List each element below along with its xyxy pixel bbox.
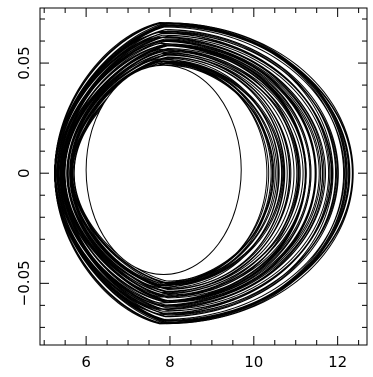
x-tick-label: 6 (81, 353, 91, 371)
orbit-loop (54, 22, 353, 324)
y-ticks: 0.05 0 −0.05 (15, 18, 367, 328)
y-tick-label: −0.05 (15, 260, 33, 306)
x-tick-label: 8 (165, 353, 175, 371)
orbit-loop (62, 49, 306, 298)
orbit-loop (57, 29, 337, 318)
orbit-loop (64, 45, 307, 302)
orbit-loop (58, 39, 323, 307)
orbit-loop (61, 43, 316, 303)
orbit-loop (67, 53, 292, 293)
x-tick-label: 10 (244, 353, 263, 371)
inner-loop (85, 64, 242, 276)
orbit-loop (70, 56, 286, 290)
orbit-curves (54, 22, 354, 325)
orbit-loop (73, 64, 272, 282)
x-ticks: 6 8 10 12 (43, 8, 360, 371)
orbit-loop (59, 38, 325, 308)
orbit-loop (60, 43, 317, 303)
x-tick-label: 12 (328, 353, 347, 371)
orbit-loop (72, 60, 280, 286)
y-tick-label: 0.05 (15, 46, 33, 79)
plot-frame (39, 7, 368, 346)
y-tick-label: 0 (15, 168, 33, 178)
